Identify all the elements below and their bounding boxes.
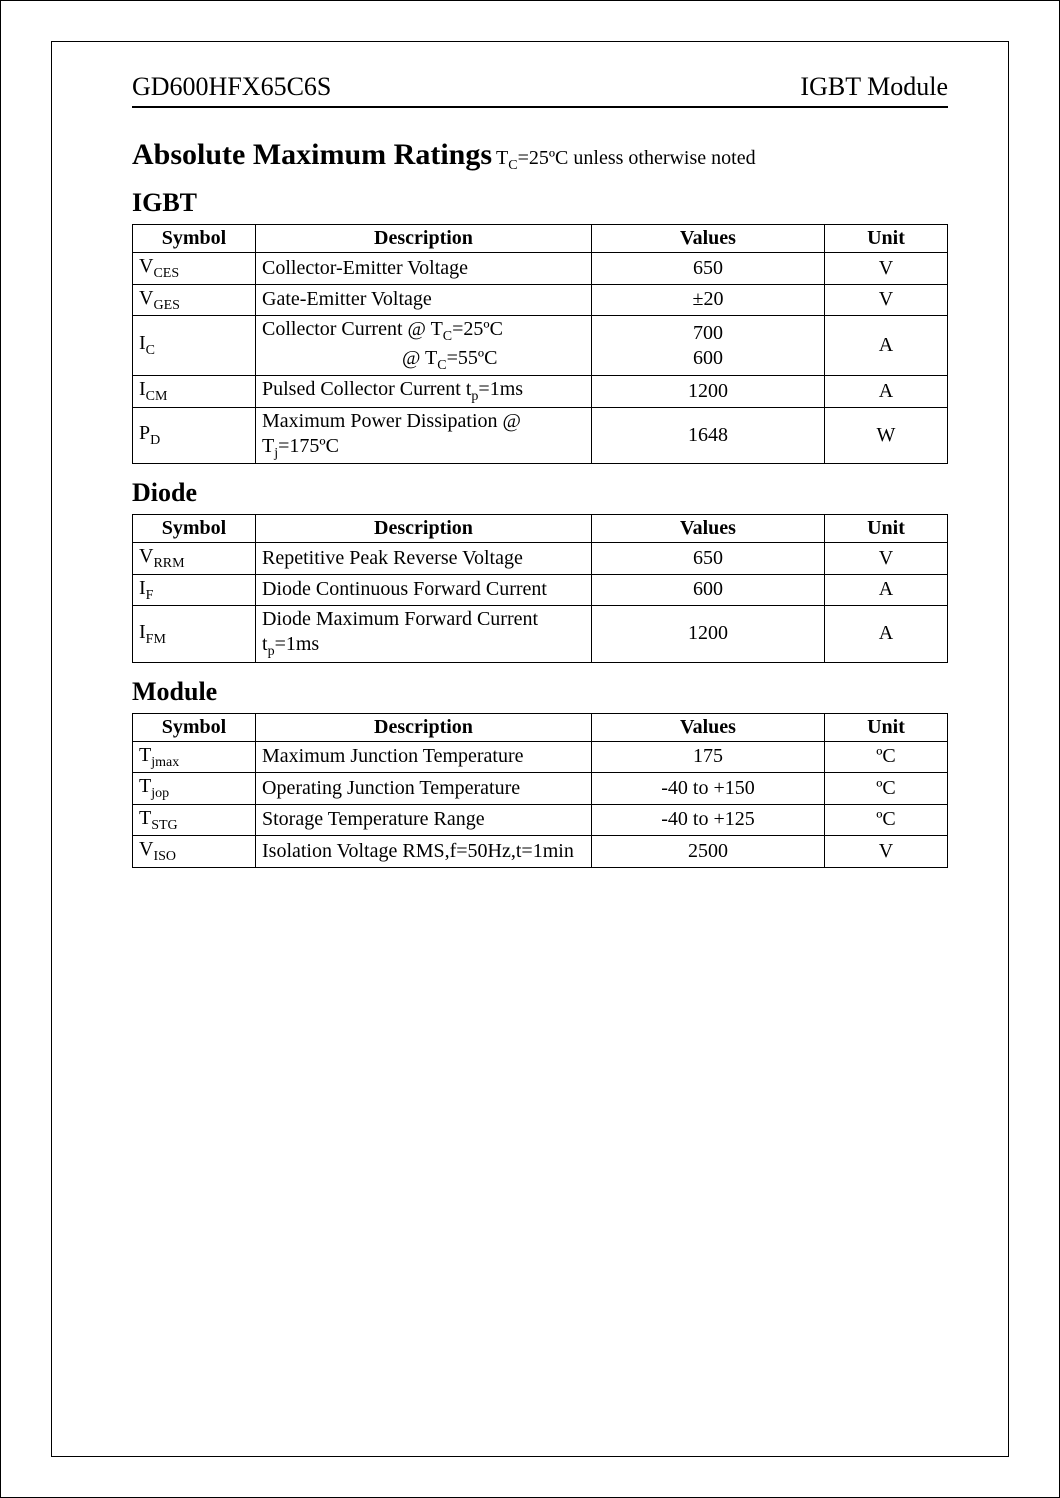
section-title-module: Module <box>132 677 948 707</box>
cell-symbol: Tjmax <box>133 741 256 773</box>
cell-values: 175 <box>592 741 825 773</box>
cell-values: 700600 <box>592 316 825 376</box>
cell-values: 1200 <box>592 376 825 408</box>
col-symbol: Symbol <box>133 225 256 253</box>
table-row: IFDiode Continuous Forward Current600A <box>133 574 948 606</box>
cell-values: -40 to +150 <box>592 773 825 805</box>
cell-symbol: IF <box>133 574 256 606</box>
cell-description: Gate-Emitter Voltage <box>256 284 592 316</box>
cell-description: Diode Continuous Forward Current <box>256 574 592 606</box>
part-number: GD600HFX65C6S <box>132 72 331 102</box>
cell-description: Diode Maximum Forward Current tp=1ms <box>256 606 592 663</box>
note-rest: =25ºC unless otherwise noted <box>518 147 756 169</box>
cell-values: 2500 <box>592 836 825 868</box>
col-symbol: Symbol <box>133 713 256 741</box>
cell-description: Pulsed Collector Current tp=1ms <box>256 376 592 408</box>
cell-values: ±20 <box>592 284 825 316</box>
cell-symbol: IFM <box>133 606 256 663</box>
cell-values: 650 <box>592 253 825 285</box>
note-sub: C <box>508 158 517 173</box>
table-header-row: Symbol Description Values Unit <box>133 713 948 741</box>
module-type: IGBT Module <box>800 72 948 102</box>
cell-symbol: VRRM <box>133 543 256 575</box>
page-title: Absolute Maximum Ratings <box>132 138 492 171</box>
table-row: VGESGate-Emitter Voltage±20V <box>133 284 948 316</box>
diode-table: Symbol Description Values Unit VRRMRepet… <box>132 514 948 663</box>
cell-unit: ºC <box>825 741 948 773</box>
col-unit: Unit <box>825 225 948 253</box>
cell-values: 600 <box>592 574 825 606</box>
cell-unit: V <box>825 836 948 868</box>
content-area: GD600HFX65C6S IGBT Module Absolute Maxim… <box>51 41 1009 1457</box>
cell-symbol: ICM <box>133 376 256 408</box>
cell-symbol: IC <box>133 316 256 376</box>
table-header-row: Symbol Description Values Unit <box>133 515 948 543</box>
cell-unit: V <box>825 543 948 575</box>
table-row: ICCollector Current @ TC=25ºC@ TC=55ºC70… <box>133 316 948 376</box>
cell-values: 650 <box>592 543 825 575</box>
cell-description: Storage Temperature Range <box>256 804 592 836</box>
table-row: VRRMRepetitive Peak Reverse Voltage650V <box>133 543 948 575</box>
table-row: PDMaximum Power Dissipation @ Tj=175ºC16… <box>133 407 948 464</box>
cell-unit: A <box>825 376 948 408</box>
cell-description: Operating Junction Temperature <box>256 773 592 805</box>
cell-symbol: Tjop <box>133 773 256 805</box>
cell-symbol: VGES <box>133 284 256 316</box>
table-row: ICMPulsed Collector Current tp=1ms1200A <box>133 376 948 408</box>
cell-unit: W <box>825 407 948 464</box>
col-description: Description <box>256 515 592 543</box>
cell-unit: ºC <box>825 773 948 805</box>
cell-values: 1200 <box>592 606 825 663</box>
page-frame: GD600HFX65C6S IGBT Module Absolute Maxim… <box>0 0 1060 1498</box>
cell-symbol: TSTG <box>133 804 256 836</box>
cell-symbol: PD <box>133 407 256 464</box>
col-values: Values <box>592 713 825 741</box>
section-title-igbt: IGBT <box>132 188 948 218</box>
cell-description: Repetitive Peak Reverse Voltage <box>256 543 592 575</box>
cell-description: Maximum Junction Temperature <box>256 741 592 773</box>
table-row: IFMDiode Maximum Forward Current tp=1ms1… <box>133 606 948 663</box>
cell-unit: A <box>825 606 948 663</box>
cell-unit: V <box>825 284 948 316</box>
col-unit: Unit <box>825 515 948 543</box>
main-heading-block: Absolute Maximum Ratings TC=25ºC unless … <box>132 138 948 174</box>
cell-description: Isolation Voltage RMS,f=50Hz,t=1min <box>256 836 592 868</box>
page-title-note: TC=25ºC unless otherwise noted <box>496 147 756 169</box>
col-values: Values <box>592 515 825 543</box>
igbt-table: Symbol Description Values Unit VCESColle… <box>132 224 948 464</box>
note-prefix: T <box>496 147 508 169</box>
module-table: Symbol Description Values Unit TjmaxMaxi… <box>132 713 948 868</box>
cell-values: 1648 <box>592 407 825 464</box>
col-values: Values <box>592 225 825 253</box>
cell-unit: ºC <box>825 804 948 836</box>
cell-unit: V <box>825 253 948 285</box>
col-symbol: Symbol <box>133 515 256 543</box>
table-row: TjopOperating Junction Temperature-40 to… <box>133 773 948 805</box>
col-unit: Unit <box>825 713 948 741</box>
page-header: GD600HFX65C6S IGBT Module <box>132 72 948 108</box>
cell-values: -40 to +125 <box>592 804 825 836</box>
table-row: VISOIsolation Voltage RMS,f=50Hz,t=1min2… <box>133 836 948 868</box>
table-row: TSTGStorage Temperature Range-40 to +125… <box>133 804 948 836</box>
cell-symbol: VCES <box>133 253 256 285</box>
col-description: Description <box>256 713 592 741</box>
table-row: TjmaxMaximum Junction Temperature175ºC <box>133 741 948 773</box>
table-row: VCESCollector-Emitter Voltage650V <box>133 253 948 285</box>
section-title-diode: Diode <box>132 478 948 508</box>
cell-unit: A <box>825 316 948 376</box>
cell-description: Maximum Power Dissipation @ Tj=175ºC <box>256 407 592 464</box>
col-description: Description <box>256 225 592 253</box>
table-header-row: Symbol Description Values Unit <box>133 225 948 253</box>
cell-description: Collector Current @ TC=25ºC@ TC=55ºC <box>256 316 592 376</box>
cell-unit: A <box>825 574 948 606</box>
cell-description: Collector-Emitter Voltage <box>256 253 592 285</box>
cell-symbol: VISO <box>133 836 256 868</box>
